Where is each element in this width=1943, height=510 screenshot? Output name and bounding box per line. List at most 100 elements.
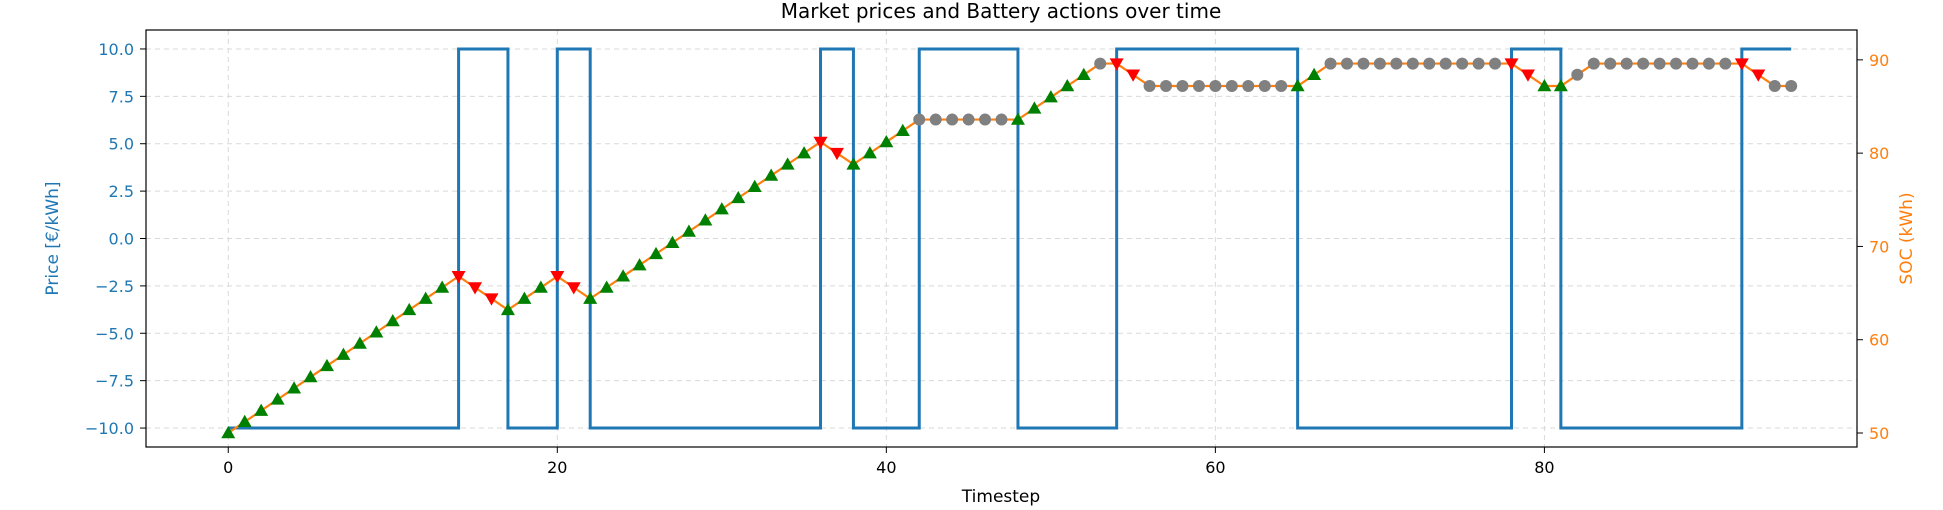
idle-marker — [1456, 57, 1469, 70]
charge-marker — [270, 392, 285, 405]
y-left-tick-label: 5.0 — [109, 135, 134, 154]
discharge-marker — [468, 282, 483, 295]
charge-marker — [649, 246, 664, 260]
charge-marker — [698, 213, 713, 226]
y-right-tick-label: 60 — [1869, 331, 1889, 350]
y-left-tick-label: 2.5 — [109, 182, 134, 201]
price-series — [228, 47, 1792, 430]
charge-marker — [369, 325, 384, 338]
idle-marker — [1604, 57, 1617, 70]
idle-marker — [1324, 57, 1337, 70]
charge-marker — [599, 280, 614, 293]
idle-marker — [1702, 57, 1715, 70]
idle-marker — [1587, 57, 1600, 70]
idle-marker — [1406, 57, 1419, 70]
y-left-tick-label: 7.5 — [109, 87, 134, 106]
charge-marker — [254, 403, 269, 416]
idle-marker — [1340, 57, 1353, 70]
charge-marker — [1010, 112, 1025, 125]
charge-marker — [237, 414, 252, 428]
idle-marker — [1225, 79, 1238, 92]
idle-marker — [1719, 57, 1732, 70]
discharge-marker — [1734, 58, 1749, 71]
charge-marker — [879, 134, 894, 148]
action-markers — [221, 57, 1798, 439]
discharge-marker — [813, 136, 828, 149]
discharge-marker — [451, 271, 466, 284]
y-right-tick-label: 80 — [1869, 144, 1889, 163]
y-left-tick-label: −7.5 — [95, 372, 134, 391]
x-axis-label: Timestep — [961, 487, 1040, 507]
y-left-tick-label: −2.5 — [95, 277, 134, 296]
charge-marker — [1290, 78, 1305, 92]
charge-marker — [500, 302, 515, 316]
y-right-tick-label: 50 — [1869, 424, 1889, 443]
x-tick-label: 40 — [876, 458, 896, 477]
charge-marker — [533, 280, 548, 293]
idle-marker — [1242, 79, 1255, 92]
charge-marker — [731, 190, 746, 204]
charge-marker — [616, 269, 631, 282]
idle-marker — [1489, 57, 1502, 70]
charge-marker — [1043, 90, 1058, 103]
charge-marker — [1537, 78, 1552, 92]
charge-marker — [435, 280, 450, 293]
x-tick-label: 80 — [1534, 458, 1554, 477]
y-right-tick-label: 70 — [1869, 237, 1889, 256]
discharge-marker — [550, 271, 565, 284]
y-right-tick-label: 90 — [1869, 51, 1889, 70]
charge-marker — [517, 291, 532, 304]
idle-marker — [946, 113, 959, 126]
charge-marker — [714, 202, 729, 215]
idle-marker — [962, 113, 975, 126]
y-left-tick-label: −5.0 — [95, 324, 134, 343]
charge-marker — [287, 381, 302, 394]
charge-marker — [221, 426, 236, 439]
idle-marker — [1768, 79, 1781, 92]
y-left-tick-label: −10.0 — [85, 419, 134, 438]
idle-marker — [1571, 68, 1584, 81]
charge-marker — [1307, 67, 1322, 81]
charge-marker — [1027, 101, 1042, 114]
idle-marker — [1258, 79, 1271, 92]
soc-series — [227, 62, 1792, 434]
charge-marker — [797, 146, 812, 159]
idle-marker — [1176, 79, 1189, 92]
idle-marker — [1390, 57, 1403, 70]
y-axis-right-label: SOC (kWh) — [1897, 192, 1917, 284]
idle-marker — [979, 113, 992, 126]
charge-marker — [1553, 78, 1568, 92]
idle-marker — [1143, 79, 1156, 92]
y-left-tick-label: 10.0 — [98, 40, 134, 59]
idle-marker — [1653, 57, 1666, 70]
y-axis-left-label: Price [€/kWh] — [43, 181, 63, 295]
idle-marker — [1785, 79, 1798, 92]
charge-marker — [336, 347, 351, 360]
discharge-marker — [1504, 58, 1519, 71]
charge-marker — [385, 314, 400, 327]
idle-marker — [1094, 57, 1107, 70]
grid-lines — [146, 30, 1857, 447]
x-tick-label: 20 — [547, 458, 567, 477]
charge-marker — [862, 146, 877, 159]
idle-marker — [1357, 57, 1370, 70]
idle-marker — [1160, 79, 1173, 92]
discharge-marker — [1520, 69, 1535, 82]
idle-marker — [1637, 57, 1650, 70]
idle-marker — [1209, 79, 1222, 92]
discharge-marker — [1109, 58, 1124, 71]
idle-marker — [1439, 57, 1452, 70]
idle-marker — [1472, 57, 1485, 70]
price-step-line — [228, 47, 1792, 430]
charge-marker — [1060, 78, 1075, 92]
charge-marker — [418, 291, 433, 304]
idle-marker — [1373, 57, 1386, 70]
y-left-tick-label: 0.0 — [109, 230, 134, 249]
x-tick-label: 0 — [223, 458, 233, 477]
charge-marker — [747, 179, 762, 192]
idle-marker — [1620, 57, 1633, 70]
discharge-marker — [1751, 69, 1766, 82]
charge-marker — [895, 123, 910, 137]
charge-marker — [352, 336, 367, 349]
